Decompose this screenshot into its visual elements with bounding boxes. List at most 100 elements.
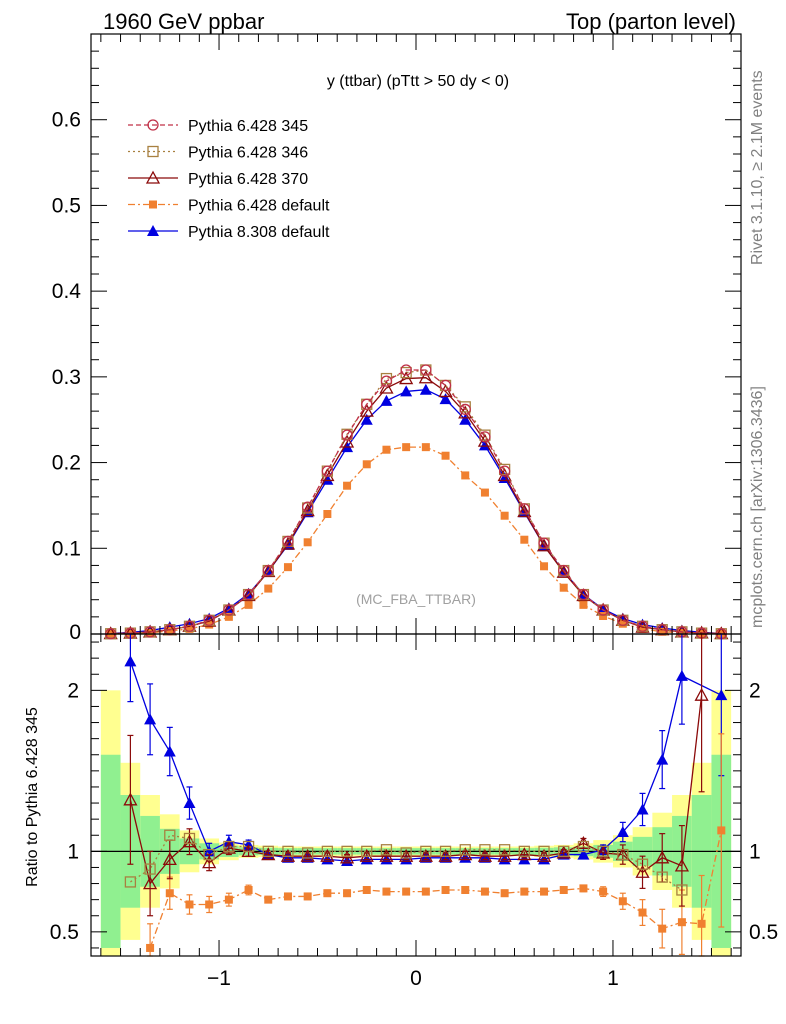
ratio-point xyxy=(420,845,432,857)
data-point xyxy=(677,628,686,637)
data-point xyxy=(360,413,373,425)
data-point xyxy=(262,564,274,577)
series-pythia-6-428-default xyxy=(106,443,726,638)
ratio-point xyxy=(223,840,235,853)
series-pythia-6-428-345 xyxy=(105,364,727,640)
data-point xyxy=(441,451,450,460)
data-point xyxy=(203,614,215,626)
ratio-point xyxy=(461,885,470,894)
data-point xyxy=(459,413,472,425)
ratio-point xyxy=(694,687,709,701)
ratio-y-tick-label-left: 1 xyxy=(67,840,79,863)
ratio-point xyxy=(241,843,256,857)
ratio-plot: 0.5 0.5 1 1 2 2 −1 0 1 Ratio to Pythia 6.428 345 xyxy=(24,633,778,990)
ratio-point xyxy=(556,845,571,859)
ratio-point xyxy=(144,863,156,875)
data-point xyxy=(498,465,511,477)
ratio-point xyxy=(321,845,334,857)
x-tick-label: 0 xyxy=(410,967,422,990)
ratio-point xyxy=(674,858,690,872)
x-tick-label: 1 xyxy=(607,967,619,990)
legend-marker xyxy=(149,200,157,209)
ratio-point xyxy=(303,892,312,901)
ratio-point xyxy=(540,887,549,896)
data-point xyxy=(280,536,296,550)
ratio-point xyxy=(185,900,194,909)
data-point xyxy=(558,564,570,577)
ratio-point xyxy=(538,845,550,857)
ratio-point xyxy=(715,689,728,701)
data-point xyxy=(361,398,373,410)
ratio-point xyxy=(262,845,274,857)
ratio-point xyxy=(124,876,137,888)
ratio-point xyxy=(142,876,158,890)
data-point xyxy=(540,562,549,571)
data-point xyxy=(420,364,432,376)
ratio-point xyxy=(520,887,529,896)
ratio-point xyxy=(636,858,649,870)
ratio-series-pythia-6-428-370 xyxy=(123,633,709,917)
ratio-point xyxy=(380,844,393,856)
data-point xyxy=(261,564,276,578)
watermark: (MC_FBA_TTBAR) xyxy=(356,591,476,607)
data-point xyxy=(224,612,233,621)
ratio-point xyxy=(205,900,214,909)
ratio-point xyxy=(599,887,608,896)
ratio-point xyxy=(123,792,138,806)
data-point xyxy=(343,481,352,490)
legend-label: Pythia 8.308 default xyxy=(188,224,330,241)
data-point xyxy=(418,370,433,384)
legend-item-pythia-8-308-default: Pythia 8.308 default xyxy=(128,224,330,241)
ratio-point xyxy=(497,848,512,862)
ratio-point xyxy=(717,826,726,835)
data-point xyxy=(341,429,353,441)
data-point xyxy=(282,535,294,548)
data-point xyxy=(636,620,649,632)
ratio-point xyxy=(320,848,335,862)
x-tick-label: −1 xyxy=(207,967,231,990)
header-left: 1960 GeV ppbar xyxy=(103,9,264,34)
ratio-point xyxy=(164,829,176,841)
ratio-point xyxy=(617,848,629,861)
data-point xyxy=(638,624,647,633)
ratio-point xyxy=(302,847,314,859)
ratio-point xyxy=(517,847,532,861)
ratio-y-tick-label-right: 0.5 xyxy=(749,921,778,944)
ratio-point xyxy=(359,848,374,862)
data-point xyxy=(479,431,491,443)
data-point xyxy=(658,627,667,636)
data-point xyxy=(419,383,432,395)
data-point xyxy=(536,538,552,552)
data-point xyxy=(556,564,571,578)
ratio-point xyxy=(400,847,412,859)
ratio-ylabel: Ratio to Pythia 6.428 345 xyxy=(24,707,41,887)
ratio-point xyxy=(658,924,667,933)
data-point xyxy=(223,604,235,616)
ratio-point xyxy=(261,847,276,861)
legend-label: Pythia 6.428 default xyxy=(188,198,330,215)
ratio-point xyxy=(382,887,391,896)
data-point xyxy=(617,614,629,626)
y-tick-label: 0.2 xyxy=(52,452,81,475)
ratio-point xyxy=(343,889,352,898)
ratio-point xyxy=(323,889,332,898)
legend-marker xyxy=(145,170,161,184)
ratio-point xyxy=(438,848,453,862)
legend-item-pythia-6-428-345: Pythia 6.428 345 xyxy=(128,118,308,135)
legend-label: Pythia 6.428 346 xyxy=(188,145,308,162)
data-point xyxy=(362,460,371,469)
data-point xyxy=(618,619,627,628)
y-tick-label: 0.1 xyxy=(52,537,81,560)
ratio-point xyxy=(264,895,273,904)
data-point xyxy=(579,600,588,609)
data-point xyxy=(518,503,530,515)
ratio-point xyxy=(597,845,609,857)
data-point xyxy=(402,443,411,452)
ratio-point xyxy=(144,713,157,725)
ratio-point xyxy=(163,745,176,757)
y-tick-label: 0.5 xyxy=(52,194,81,217)
ratio-point xyxy=(498,844,511,856)
ratio-point xyxy=(399,848,414,862)
data-point xyxy=(300,503,315,517)
